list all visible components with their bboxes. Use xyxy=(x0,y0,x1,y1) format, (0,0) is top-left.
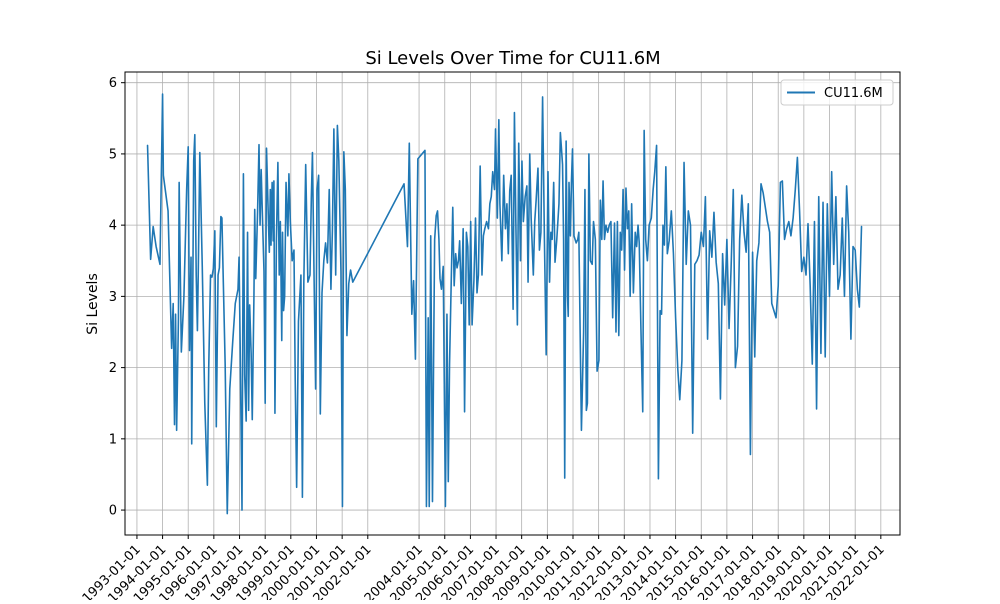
axis-ticks: 01234561993-01-011994-01-011995-01-01199… xyxy=(80,76,888,604)
legend-label: CU11.6M xyxy=(824,86,883,101)
legend-box xyxy=(780,79,894,106)
y-tick-label: 3 xyxy=(109,290,117,305)
y-tick-label: 4 xyxy=(109,219,117,234)
legend: CU11.6M xyxy=(780,79,894,106)
y-tick-label: 6 xyxy=(109,76,117,91)
y-tick-label: 1 xyxy=(109,432,117,447)
y-tick-label: 5 xyxy=(109,147,117,162)
chart-title: Si Levels Over Time for CU11.6M xyxy=(365,48,660,69)
y-tick-label: 0 xyxy=(109,504,117,519)
series-layer xyxy=(146,93,863,515)
y-tick-label: 2 xyxy=(109,361,117,376)
series-line-CU11.6M xyxy=(146,93,863,515)
y-axis-label: Si Levels xyxy=(85,273,101,334)
plot-frame xyxy=(124,71,901,536)
